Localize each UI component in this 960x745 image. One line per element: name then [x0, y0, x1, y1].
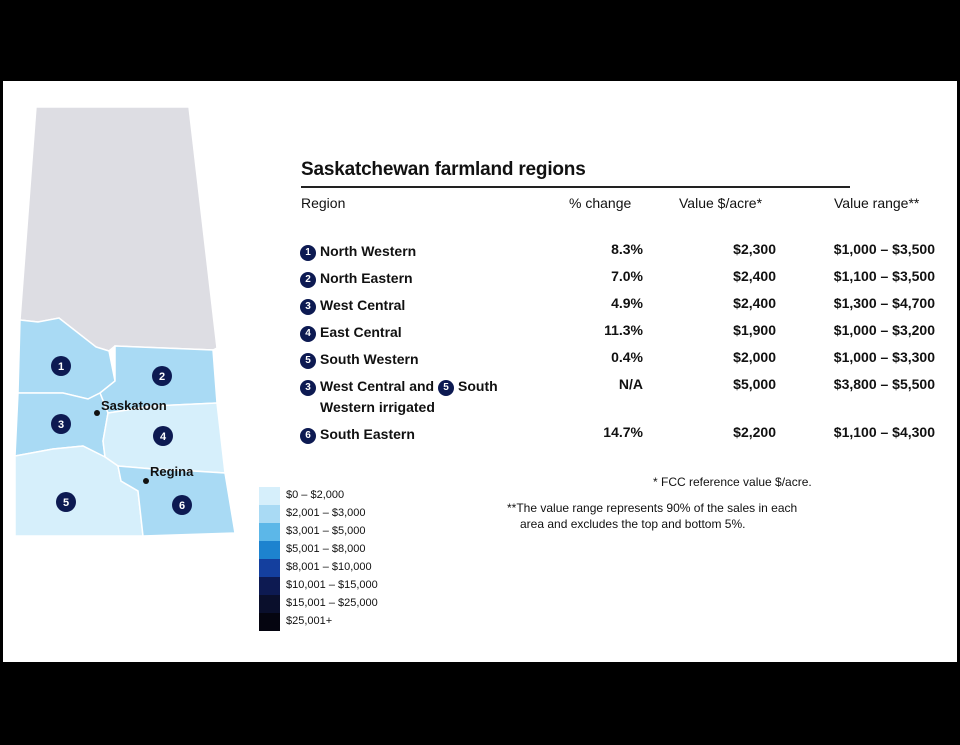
legend-swatch: [259, 523, 280, 541]
table-row: 2 North Eastern 7.0% $2,400 $1,100 – $3,5…: [300, 268, 940, 290]
row-change: N/A: [618, 376, 643, 392]
legend-item: $2,001 – $3,000: [259, 505, 399, 523]
region-number-badge: 4: [300, 326, 316, 342]
region-badge-6: 6: [172, 495, 192, 515]
region-badge-5: 5: [56, 492, 76, 512]
legend-swatch: [259, 577, 280, 595]
infographic-panel: Saskatoon Regina 1 2 3 4 5 6 $0 – $2,000…: [3, 81, 957, 662]
table-row: 4 East Central 11.3% $1,900 $1,000 – $3,2…: [300, 322, 940, 344]
map-north-area: [19, 106, 218, 352]
legend-swatch: [259, 559, 280, 577]
row-change: 8.3%: [611, 241, 643, 257]
legend-label: $10,001 – $15,000: [286, 579, 378, 591]
legend-swatch: [259, 613, 280, 631]
range-footnote-line2: area and excludes the top and bottom 5%.: [520, 517, 746, 531]
saskatoon-label: Saskatoon: [101, 398, 167, 413]
svg-text:5: 5: [63, 497, 69, 509]
legend-item: $5,001 – $8,000: [259, 541, 399, 559]
table-row: 3 West Central 4.9% $2,400 $1,300 – $4,70…: [300, 295, 940, 317]
row-change: 0.4%: [611, 349, 643, 365]
saskatoon-dot: [94, 410, 100, 416]
legend-swatch: [259, 541, 280, 559]
row-change: 14.7%: [603, 424, 643, 440]
fcc-footnote: * FCC reference value $/acre.: [653, 475, 812, 489]
legend-item: $25,001+: [259, 613, 399, 631]
row-range: $1,000 – $3,500: [833, 241, 935, 257]
row-value: $2,400: [733, 268, 776, 284]
row-range: $1,100 – $3,500: [833, 268, 935, 284]
row-value: $2,200: [733, 424, 776, 440]
regina-dot: [143, 478, 149, 484]
row-value: $2,400: [733, 295, 776, 311]
table-row: 6 South Eastern 14.7% $2,200 $1,100 – $4,…: [300, 424, 940, 446]
row-region: 4 East Central: [300, 322, 540, 343]
legend-swatch: [259, 505, 280, 523]
row-region: 3 West Central and 5 South Western irrigate…: [300, 376, 540, 418]
svg-text:6: 6: [179, 500, 185, 512]
row-value: $2,000: [733, 349, 776, 365]
table-row: 3 West Central and 5 South Western irrigate…: [300, 376, 940, 420]
row-range: $1,000 – $3,300: [833, 349, 935, 365]
row-region: 1 North Western: [300, 241, 540, 262]
header-range: Value range**: [834, 195, 920, 211]
svg-text:4: 4: [160, 431, 167, 443]
title-rule: [301, 186, 850, 188]
row-value: $5,000: [733, 376, 776, 392]
saskatchewan-map: Saskatoon Regina 1 2 3 4 5 6: [14, 106, 236, 537]
row-region: 2 North Eastern: [300, 268, 540, 289]
legend-item: $8,001 – $10,000: [259, 559, 399, 577]
table-title: Saskatchewan farmland regions: [301, 159, 586, 180]
row-range: $1,000 – $3,200: [833, 322, 935, 338]
row-value: $2,300: [733, 241, 776, 257]
legend-item: $15,001 – $25,000: [259, 595, 399, 613]
legend-swatch: [259, 595, 280, 613]
legend-label: $15,001 – $25,000: [286, 597, 378, 609]
legend-label: $8,001 – $10,000: [286, 561, 372, 573]
row-region: 6 South Eastern: [300, 424, 540, 445]
regina-label: Regina: [150, 464, 194, 479]
legend-label: $25,001+: [286, 615, 333, 627]
row-change: 7.0%: [611, 268, 643, 284]
legend-label: $5,001 – $8,000: [286, 543, 366, 555]
header-value: Value $/acre*: [679, 195, 763, 211]
header-region: Region: [301, 195, 346, 211]
row-change: 11.3%: [604, 322, 643, 338]
range-footnote-line1: **The value range represents 90% of the …: [507, 501, 798, 515]
table-row: 1 North Western 8.3% $2,300 $1,000 – $3,5…: [300, 241, 940, 263]
svg-text:2: 2: [159, 371, 165, 383]
legend-item: $0 – $2,000: [259, 487, 399, 505]
row-range: $1,100 – $4,300: [833, 424, 935, 440]
region-badge-2: 2: [152, 366, 172, 386]
row-value: $1,900: [733, 322, 776, 338]
row-change: 4.9%: [611, 295, 643, 311]
region-number-badge: 3: [300, 299, 316, 315]
region-badge-4: 4: [153, 426, 173, 446]
svg-text:1: 1: [58, 361, 64, 373]
svg-text:3: 3: [58, 419, 64, 431]
region-badge-1: 1: [51, 356, 71, 376]
header-change: % change: [569, 195, 632, 211]
legend-item: $3,001 – $5,000: [259, 523, 399, 541]
region-badge-3: 3: [51, 414, 71, 434]
row-region: 5 South Western: [300, 349, 540, 370]
row-range: $3,800 – $5,500: [833, 376, 935, 392]
legend-item: $10,001 – $15,000: [259, 577, 399, 595]
row-range: $1,300 – $4,700: [833, 295, 935, 311]
row-region: 3 West Central: [300, 295, 540, 316]
region-number-badge: 1: [300, 245, 316, 261]
legend-label: $3,001 – $5,000: [286, 525, 366, 537]
region-number-badge: 3: [300, 380, 316, 396]
region-number-badge: 5: [438, 380, 454, 396]
legend-label: $2,001 – $3,000: [286, 507, 366, 519]
region-number-badge: 5: [300, 353, 316, 369]
region-number-badge: 6: [300, 428, 316, 444]
region-number-badge: 2: [300, 272, 316, 288]
legend-swatch: [259, 487, 280, 505]
table-row: 5 South Western 0.4% $2,000 $1,000 – $3,3…: [300, 349, 940, 371]
legend-label: $0 – $2,000: [286, 489, 345, 501]
